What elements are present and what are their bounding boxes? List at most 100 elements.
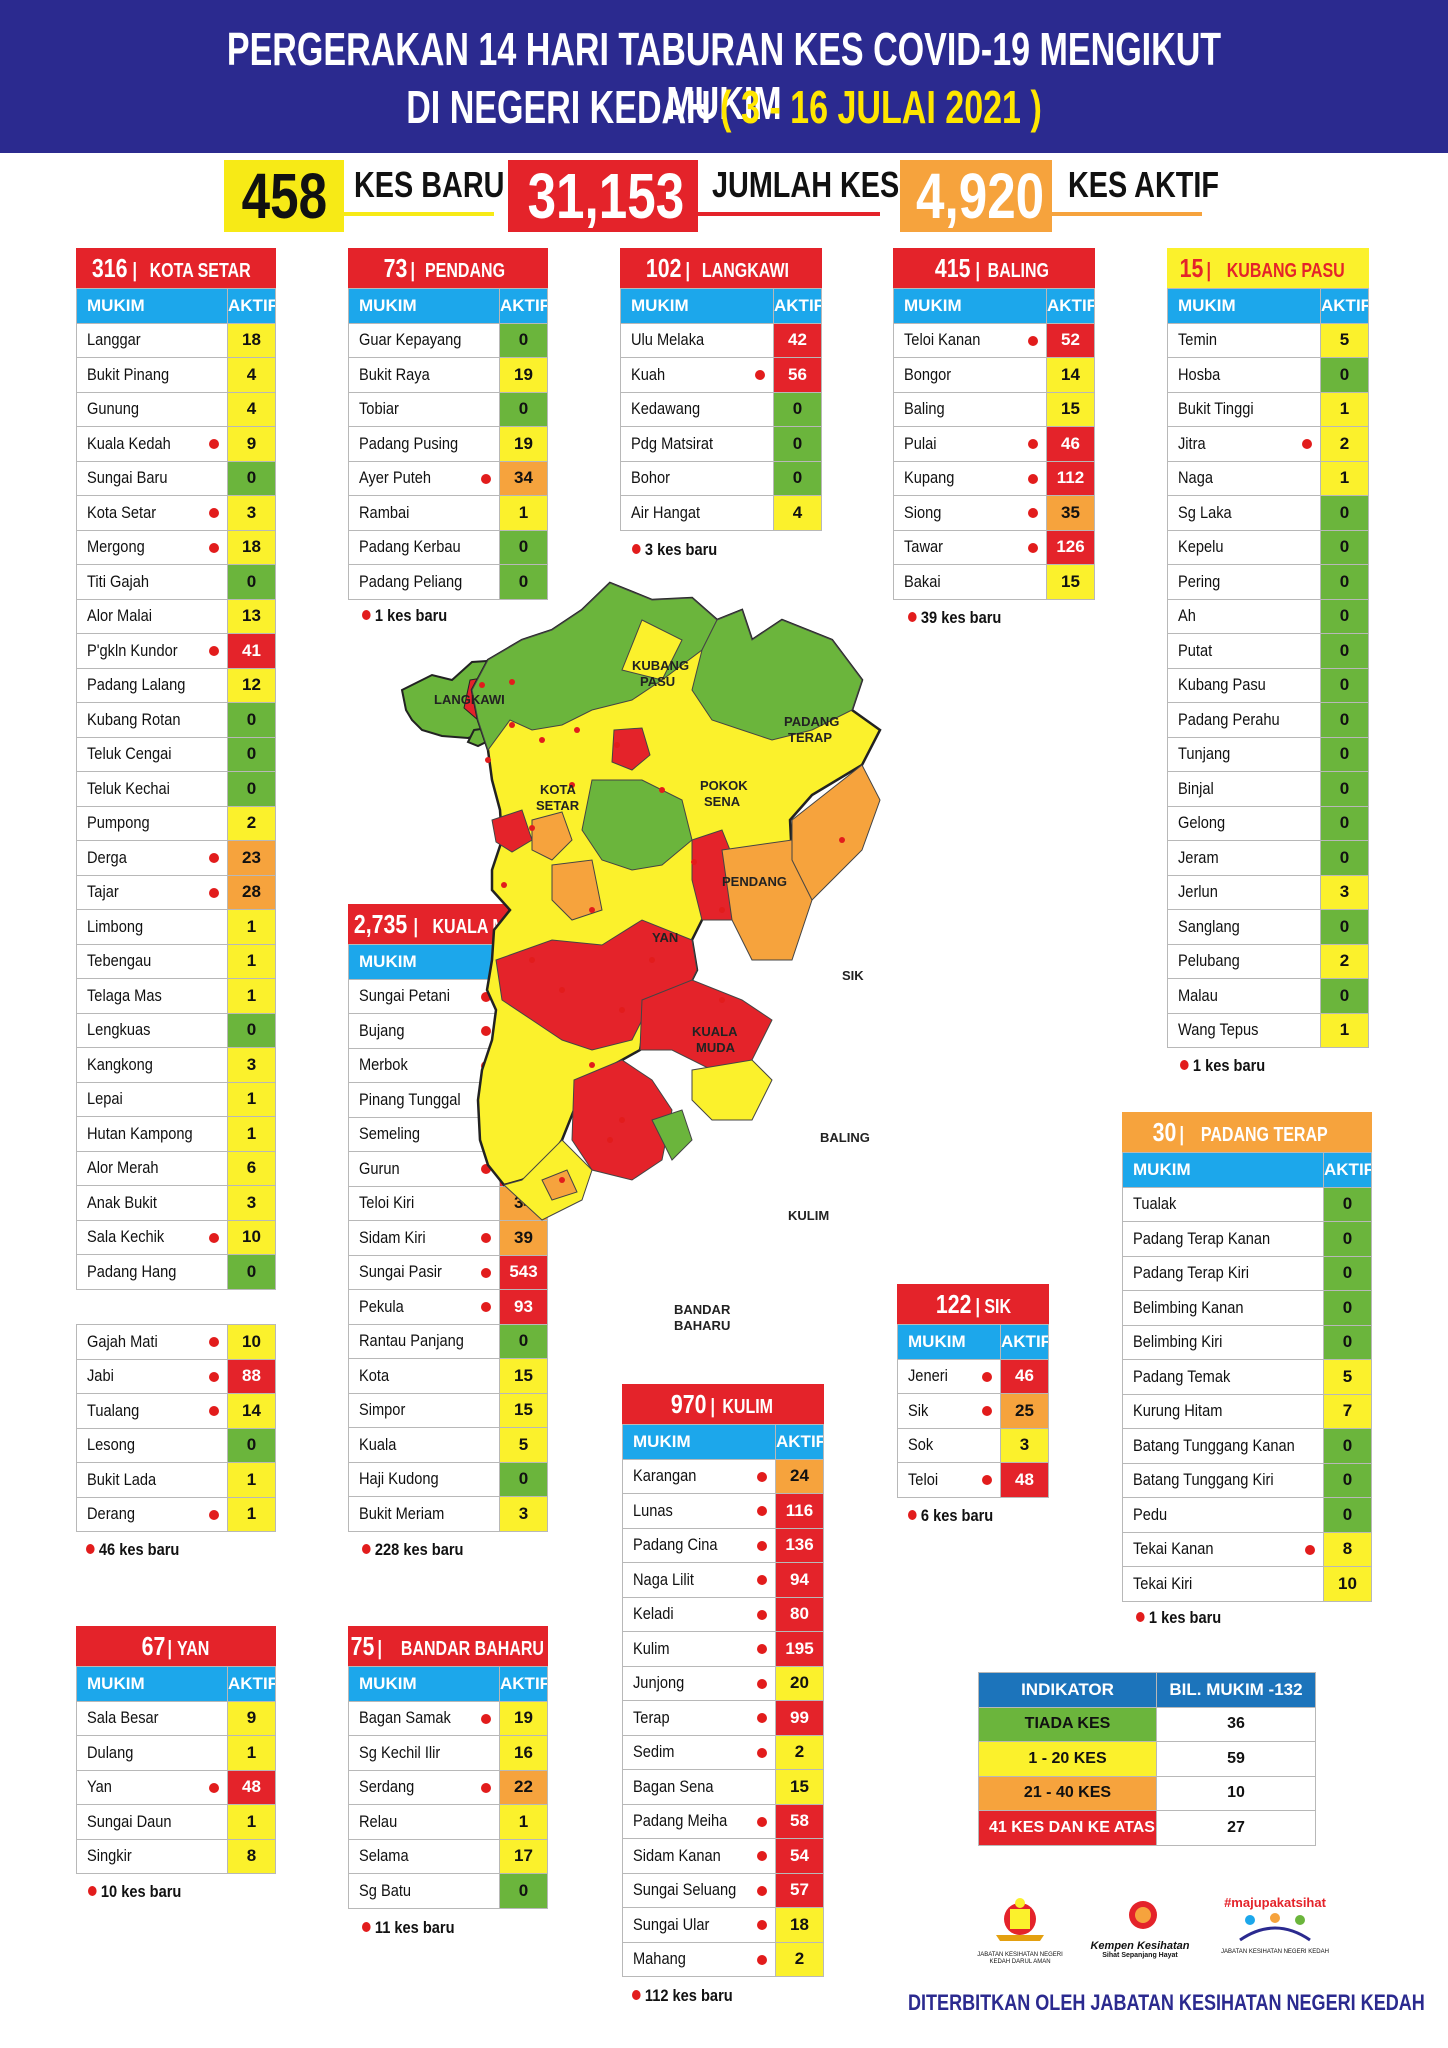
mukim-name: Bukit Lada bbox=[76, 1462, 228, 1498]
mukim-name: Junjong bbox=[622, 1665, 776, 1701]
district-total: 30 bbox=[1153, 1117, 1177, 1147]
district-bandar-baharu: 75 | BANDAR BAHARU MUKIM AKTIF Bagan Samak 1… bbox=[348, 1626, 548, 1909]
table-row: Mergong 18 bbox=[76, 529, 276, 565]
new-case-dot-icon bbox=[982, 1371, 992, 1382]
map-label-baling: BALING bbox=[820, 1130, 870, 1145]
aktif-value: 2 bbox=[1320, 426, 1369, 462]
new-case-dot-icon bbox=[209, 1509, 219, 1520]
table-row: Sedim 2 bbox=[622, 1734, 824, 1770]
aktif-value: 28 bbox=[227, 874, 276, 910]
new-case-dot-icon bbox=[757, 1540, 767, 1551]
district-header: 122 | SIK bbox=[897, 1284, 1049, 1324]
mukim-name: Jeram bbox=[1167, 840, 1321, 876]
kuala-muda-new-cases: 228 kes baru bbox=[362, 1540, 464, 1560]
mukim-name: Sedim bbox=[622, 1734, 776, 1770]
new-case-dot-icon bbox=[481, 1164, 491, 1174]
table-row: Belimbing Kanan 0 bbox=[1122, 1290, 1372, 1326]
table-row: Jeneri 46 bbox=[897, 1358, 1049, 1394]
mukim-name: Padang Terap Kanan bbox=[1122, 1221, 1324, 1257]
aktif-value: 12 bbox=[227, 667, 276, 703]
aktif-value: 0 bbox=[1320, 909, 1369, 945]
new-case-dot-icon bbox=[209, 1232, 219, 1243]
mukim-name: Padang Temak bbox=[1122, 1359, 1324, 1395]
mukim-name: Binjal bbox=[1167, 771, 1321, 807]
stat-kes-baru-label: KES BARU bbox=[354, 164, 505, 205]
stat-kes-aktif-number: 4,920 bbox=[900, 160, 1052, 232]
table-row: Sungai Daun 1 bbox=[76, 1804, 276, 1840]
mukim-name: Sidam Kiri bbox=[348, 1220, 500, 1256]
mukim-name: Bohor bbox=[620, 460, 774, 496]
table-row: Derang 1 bbox=[76, 1496, 276, 1532]
table-row: Kangkong 3 bbox=[76, 1047, 276, 1083]
aktif-value: 1 bbox=[227, 1804, 276, 1840]
kempen-sun-icon bbox=[1129, 1901, 1157, 1929]
table-row: Padang Terap Kanan 0 bbox=[1122, 1221, 1372, 1257]
table-row: Serdang 22 bbox=[348, 1769, 548, 1805]
aktif-value: 0 bbox=[1320, 736, 1369, 772]
new-case-dot-icon bbox=[757, 1954, 767, 1965]
aktif-value: 88 bbox=[227, 1358, 276, 1394]
new-case-dot-icon bbox=[757, 1920, 767, 1930]
new-case-dot-icon bbox=[982, 1475, 992, 1485]
aktif-value: 2 bbox=[775, 1941, 824, 1977]
district-sik: 122 | SIK MUKIM AKTIF Jeneri 46 Sik 25 Sok 3 Telo… bbox=[897, 1284, 1049, 1498]
mukim-name: Kepelu bbox=[1167, 529, 1321, 565]
table-row: Kota Setar 3 bbox=[76, 495, 276, 531]
page-title-dates: ( 3 - 16 JULAI 2021 ) bbox=[720, 81, 1042, 133]
mukim-name: Mahang bbox=[622, 1941, 776, 1977]
mukim-name: Sungai Ular bbox=[622, 1907, 776, 1943]
aktif-value: 0 bbox=[1323, 1462, 1372, 1498]
map-label-pokok-sena-1: POKOK bbox=[700, 778, 748, 793]
table-row: Pdg Matsirat 0 bbox=[620, 426, 822, 462]
jabatan-logo-text: JABATAN KESIHATAN NEGERI KEDAH DARUL AMA… bbox=[977, 1952, 1063, 1965]
mukim-name: Ulu Melaka bbox=[620, 322, 774, 358]
aktif-value: 0 bbox=[227, 1427, 276, 1463]
mukim-name: Bukit Tinggi bbox=[1167, 391, 1321, 427]
aktif-value: 99 bbox=[775, 1700, 824, 1736]
aktif-value: 19 bbox=[499, 426, 548, 462]
map-label-padang-terap-1: PADANG bbox=[784, 714, 839, 729]
aktif-value: 0 bbox=[1320, 667, 1369, 703]
district-name: LANGKAWI bbox=[701, 260, 790, 282]
stat-kes-baru: 458 KES BARU bbox=[224, 160, 504, 232]
mukim-name: Derga bbox=[76, 840, 228, 876]
aktif-value: 0 bbox=[1320, 357, 1369, 393]
mukim-name: Padang Peliang bbox=[348, 564, 500, 600]
new-case-dot-icon bbox=[481, 1267, 491, 1278]
langkawi-new-cases: 3 kes baru bbox=[632, 540, 717, 560]
mukim-name: Kedawang bbox=[620, 391, 774, 427]
district-header: 415 | BALING bbox=[893, 248, 1095, 288]
table-row: Relau 1 bbox=[348, 1804, 548, 1840]
aktif-value: 0 bbox=[1320, 771, 1369, 807]
map-label-kulim: KULIM bbox=[788, 1208, 829, 1223]
table-row: Kubang Rotan 0 bbox=[76, 702, 276, 738]
aktif-value: 0 bbox=[1320, 495, 1369, 531]
table-row: Tawar 126 bbox=[893, 529, 1095, 565]
table-row: Tobiar 0 bbox=[348, 391, 548, 427]
table-row: Gunung 4 bbox=[76, 391, 276, 427]
new-case-dot-icon bbox=[1302, 439, 1312, 449]
majupakat-sub-text: JABATAN KESIHATAN NEGERI KEDAH bbox=[1221, 1949, 1329, 1955]
legend-count: 36 bbox=[1156, 1706, 1316, 1742]
aktif-value: 136 bbox=[775, 1527, 824, 1563]
table-row: Padang Terap Kiri 0 bbox=[1122, 1255, 1372, 1291]
table-row: Batang Tunggang Kanan 0 bbox=[1122, 1428, 1372, 1464]
mukim-name: Pulai bbox=[893, 426, 1047, 462]
aktif-value: 2 bbox=[227, 805, 276, 841]
table-row: Tekai Kanan 8 bbox=[1122, 1531, 1372, 1567]
mukim-name: Padang Lalang bbox=[76, 667, 228, 703]
legend-header-bil-mukim: BIL. MUKIM -132 bbox=[1156, 1672, 1316, 1708]
region-yan-orange bbox=[551, 859, 603, 921]
col-aktif: AKTIF bbox=[1046, 288, 1095, 324]
mukim-name: Siong bbox=[893, 495, 1047, 531]
table-row: Sik 25 bbox=[897, 1393, 1049, 1429]
table-row: Jerlun 3 bbox=[1167, 874, 1369, 910]
mukim-name: Pdg Matsirat bbox=[620, 426, 774, 462]
mukim-name: Temin bbox=[1167, 322, 1321, 358]
table-row: Padang Meiha 58 bbox=[622, 1803, 824, 1839]
aktif-value: 18 bbox=[227, 529, 276, 565]
aktif-value: 0 bbox=[499, 1461, 548, 1497]
district-total: 122 bbox=[935, 1289, 972, 1319]
aktif-value: 10 bbox=[227, 1324, 276, 1360]
mukim-name: Pumpong bbox=[76, 805, 228, 841]
